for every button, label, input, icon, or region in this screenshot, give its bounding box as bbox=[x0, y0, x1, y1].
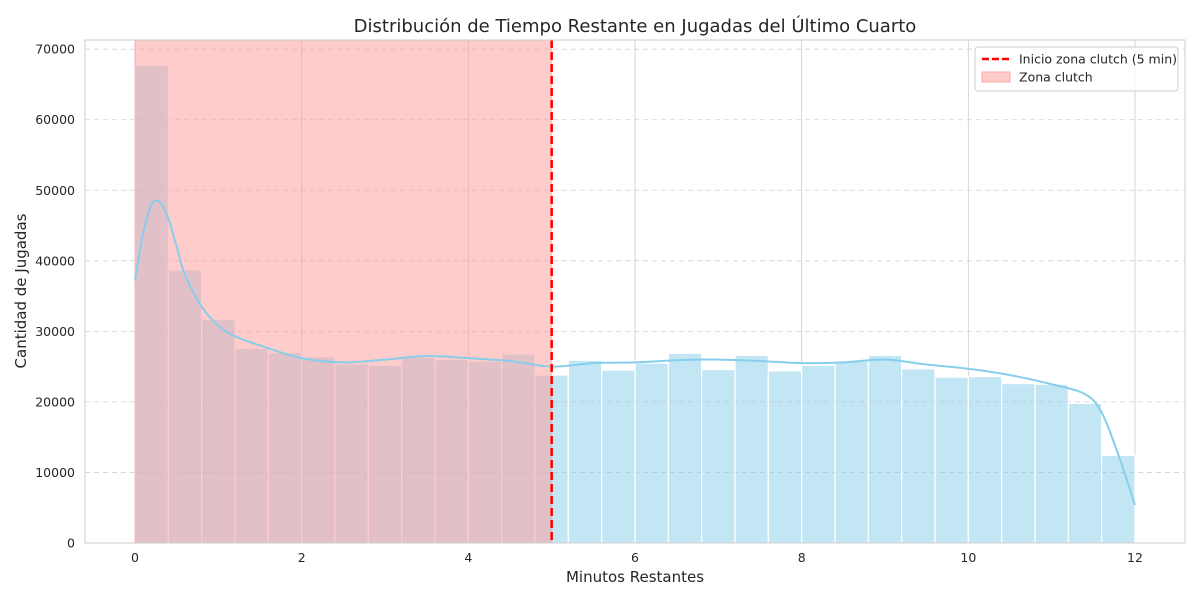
plot-frame bbox=[84, 39, 1186, 544]
x-tick-label: 4 bbox=[464, 550, 472, 565]
histogram-bar bbox=[634, 362, 669, 544]
x-tick-label: 12 bbox=[1127, 550, 1143, 565]
clutch-zone-layer bbox=[134, 39, 553, 544]
y-tick-label: 60000 bbox=[35, 112, 75, 127]
histogram-bar bbox=[1067, 402, 1103, 544]
y-tick-label: 10000 bbox=[35, 465, 75, 480]
histogram-bar bbox=[767, 370, 803, 544]
clutch-zone-area bbox=[134, 39, 553, 544]
y-tick-label: 70000 bbox=[35, 42, 75, 57]
x-axis-label: Minutos Restantes bbox=[566, 568, 704, 586]
x-tick-label: 6 bbox=[631, 550, 639, 565]
histogram-bar bbox=[934, 376, 969, 544]
chart-title: Distribución de Tiempo Restante en Jugad… bbox=[354, 15, 917, 37]
histogram-bar bbox=[601, 369, 636, 544]
legend-label-clutch-zone: Zona clutch bbox=[1019, 70, 1093, 85]
histogram-bar bbox=[834, 360, 869, 544]
kde-curve bbox=[134, 199, 1136, 506]
histogram-bar bbox=[801, 364, 836, 544]
kde-curve-layer bbox=[134, 199, 1136, 506]
y-tick-label: 30000 bbox=[35, 324, 75, 339]
histogram-bar bbox=[1001, 382, 1036, 544]
histogram-bar bbox=[967, 375, 1003, 544]
x-tick-label: 0 bbox=[131, 550, 139, 565]
histogram-bar bbox=[901, 368, 936, 544]
legend: Inicio zona clutch (5 min) Zona clutch bbox=[974, 46, 1179, 92]
histogram-bar bbox=[734, 354, 769, 544]
y-tick-label: 50000 bbox=[35, 183, 75, 198]
y-tick-label: 40000 bbox=[35, 253, 75, 268]
y-axis-ticks: 0 10000 20000 30000 40000 50000 60000 70000 bbox=[35, 42, 75, 551]
histogram-bar bbox=[567, 359, 603, 544]
x-tick-label: 2 bbox=[298, 550, 306, 565]
histogram-bar bbox=[667, 352, 703, 544]
histogram-bar bbox=[1034, 383, 1069, 544]
histogram-bar bbox=[867, 354, 903, 544]
y-tick-label: 20000 bbox=[35, 394, 75, 409]
legend-box bbox=[974, 46, 1179, 92]
x-tick-label: 10 bbox=[960, 550, 976, 565]
y-axis-label: Cantidad de Jugadas bbox=[12, 213, 30, 368]
legend-zone-patch-icon bbox=[981, 71, 1011, 83]
x-tick-label: 8 bbox=[798, 550, 806, 565]
x-axis-ticks: 0 2 4 6 8 10 12 bbox=[131, 550, 1143, 565]
histogram-bar bbox=[701, 368, 736, 544]
y-tick-label: 0 bbox=[67, 536, 75, 551]
histogram-bar bbox=[1101, 454, 1136, 544]
legend-label-clutch-start: Inicio zona clutch (5 min) bbox=[1019, 52, 1177, 67]
